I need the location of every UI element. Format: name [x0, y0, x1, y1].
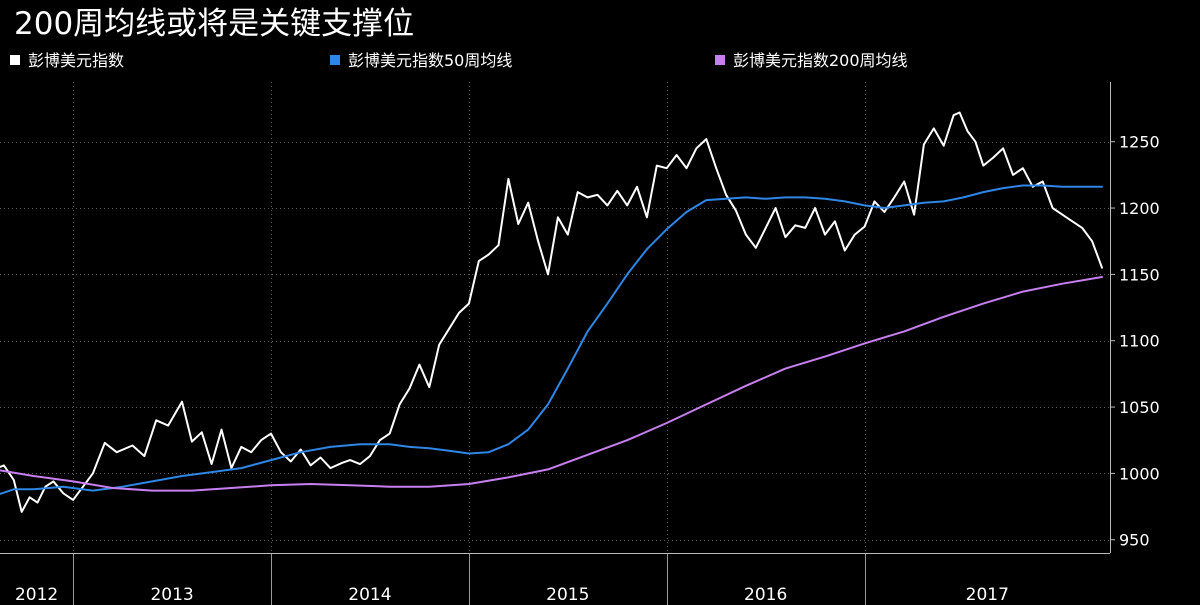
y-tick-label: 1000 [1119, 464, 1160, 483]
legend-label: 彭博美元指数50周均线 [348, 51, 513, 70]
series-line-ma50 [0, 184, 1103, 495]
y-tick-label: 1100 [1119, 332, 1160, 351]
legend-item-ma200: 彭博美元指数200周均线 [715, 50, 908, 72]
y-tick-label: 1200 [1119, 199, 1160, 218]
chart-title: 200周均线或将是关键支撑位 [14, 6, 415, 42]
y-tick-label: 1250 [1119, 133, 1160, 152]
series-line-ma200 [0, 276, 1103, 492]
x-tick-label: 2015 [546, 585, 589, 605]
x-tick-label: 2013 [150, 585, 193, 605]
y-tick-label: 1150 [1119, 265, 1160, 284]
legend-swatch-purple [715, 55, 725, 65]
legend-swatch-white [10, 55, 20, 65]
legend-label: 彭博美元指数 [28, 51, 125, 70]
legend-item-dxy: 彭博美元指数 [10, 50, 124, 72]
legend-item-ma50: 彭博美元指数50周均线 [330, 50, 512, 72]
x-tick-label: 2017 [966, 585, 1009, 605]
x-tick-label: 2014 [348, 585, 391, 605]
legend-label: 彭博美元指数200周均线 [733, 51, 908, 70]
series-line-dxy [0, 111, 1103, 513]
y-tick-label: 1050 [1119, 398, 1160, 417]
x-tick-label: 2016 [744, 585, 787, 605]
x-tick-label: 2012 [15, 585, 58, 605]
legend-swatch-blue [330, 55, 340, 65]
y-tick-label: 950 [1119, 531, 1150, 550]
